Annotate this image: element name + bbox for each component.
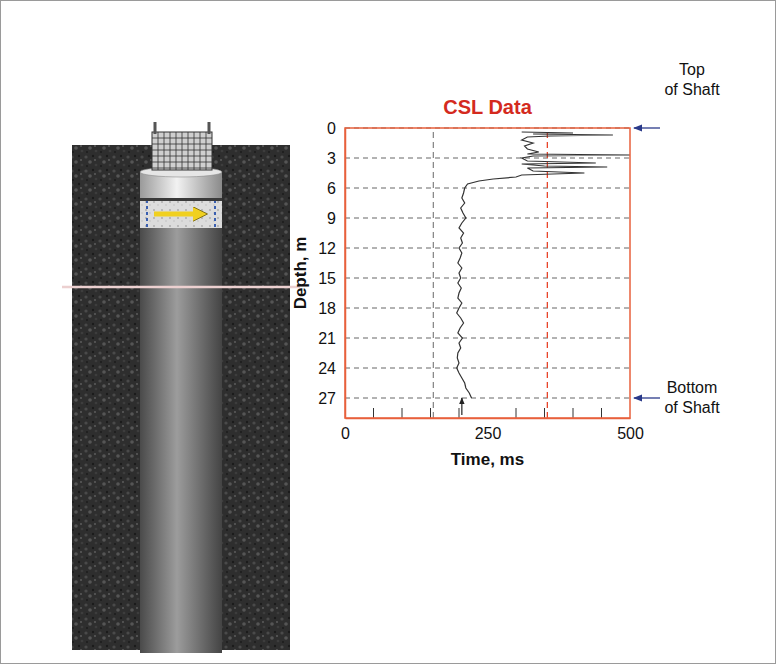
grid-line <box>345 368 630 369</box>
ground-line <box>62 286 300 289</box>
marker-arrow <box>461 398 462 415</box>
cage-bar <box>152 156 212 157</box>
tick-label: 15 <box>318 270 336 287</box>
plot-frame <box>345 128 630 418</box>
tick: 9 <box>327 210 345 227</box>
annotation-arrow <box>634 397 660 398</box>
grid-line <box>345 158 630 159</box>
rebar-cage <box>152 122 212 170</box>
tick-label: 500 <box>617 425 644 442</box>
tick: 21 <box>318 330 345 347</box>
annotation: Top of Shaft <box>664 61 720 98</box>
annotation-arrow <box>634 127 660 128</box>
cage-bar <box>152 138 212 139</box>
cage-frame <box>152 132 212 170</box>
x-axis-title: Time, ms <box>451 450 524 469</box>
minor-tick <box>601 408 602 418</box>
minor-tick <box>459 408 460 418</box>
tick: 24 <box>318 360 345 377</box>
reference-line <box>433 128 434 418</box>
minor-tick <box>516 408 517 418</box>
figure-border <box>1 1 776 664</box>
shaft-body <box>140 225 222 653</box>
axis-line <box>345 129 347 419</box>
tick-label: 21 <box>318 330 336 347</box>
tick-label: 18 <box>318 300 336 317</box>
access-tube <box>146 200 148 228</box>
cage-bar <box>152 168 212 169</box>
grid-line <box>345 188 630 189</box>
tick-label: 250 <box>475 425 502 442</box>
minor-tick <box>430 408 431 418</box>
tick: 0 <box>327 120 345 137</box>
tick-label: 0 <box>327 120 336 137</box>
annotation-line: Top <box>679 61 705 78</box>
minor-tick <box>544 408 545 418</box>
tick-label: 6 <box>327 180 336 197</box>
shaft-illustration <box>62 122 300 653</box>
minor-tick <box>573 408 574 418</box>
rebar-post <box>208 122 211 134</box>
tick: 500 <box>617 418 644 442</box>
annotation: Bottom of Shaft <box>664 379 720 416</box>
minor-tick <box>373 408 374 418</box>
tick: 15 <box>318 270 345 287</box>
annotation-line: of Shaft <box>664 399 720 416</box>
grid-line <box>345 398 630 399</box>
rebar-post <box>154 122 157 134</box>
cage-bar <box>152 162 212 163</box>
tick: 3 <box>327 150 345 167</box>
access-tube <box>214 200 216 228</box>
cage-bar <box>152 144 212 145</box>
axis-line <box>346 418 631 420</box>
figure: 0 3 6 9 12 15 18 21 24 27 0 250 500 CSL Data Time, ms D… <box>0 0 776 664</box>
tick: 250 <box>475 418 502 442</box>
y-axis: 0 3 6 9 12 15 18 21 24 27 <box>318 120 345 419</box>
x-axis: 0 250 500 <box>341 418 644 442</box>
annotation-line: of Shaft <box>664 81 720 98</box>
tick: 0 <box>341 418 350 442</box>
tick-label: 3 <box>327 150 336 167</box>
minor-ticks <box>374 408 602 418</box>
cage-bar <box>152 150 212 151</box>
tick-label: 27 <box>318 390 336 407</box>
tick: 27 <box>318 390 345 407</box>
tick: 18 <box>318 300 345 317</box>
grid-line <box>345 248 630 249</box>
grid-line <box>345 308 630 309</box>
tick-label: 12 <box>318 240 336 257</box>
grid-line <box>345 338 630 339</box>
tick-label: 0 <box>341 425 350 442</box>
minor-tick <box>402 408 403 418</box>
cap-band <box>140 198 222 201</box>
grid-line <box>345 278 630 279</box>
y-axis-title: Depth, m <box>291 237 310 310</box>
chart-title: CSL Data <box>443 96 532 118</box>
grid <box>345 128 630 398</box>
csl-trace <box>457 132 630 398</box>
tick-label: 9 <box>327 210 336 227</box>
annotation-line: Bottom <box>667 379 718 396</box>
tick: 6 <box>327 180 345 197</box>
tick-label: 24 <box>318 360 336 377</box>
plot-area <box>433 128 630 418</box>
grid-line <box>345 218 630 219</box>
tick: 12 <box>318 240 345 257</box>
signal-arrow <box>154 212 200 217</box>
concrete-section <box>140 200 222 228</box>
